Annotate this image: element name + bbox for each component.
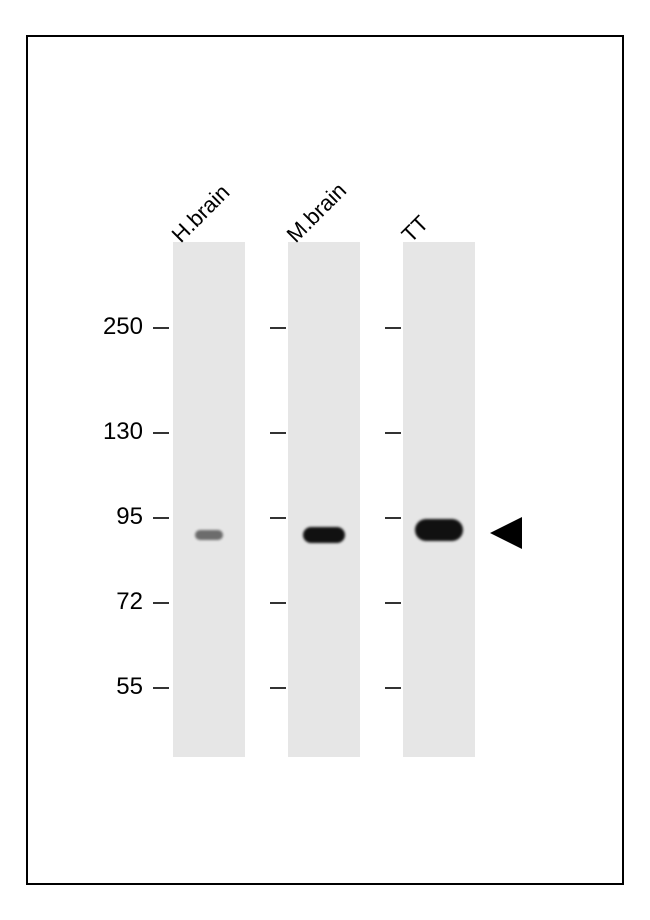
mw-label-130: 130 [88,418,143,446]
mw-tick [270,602,286,604]
blot-area [173,242,513,757]
mw-label-250: 250 [88,313,143,341]
mw-tick [270,327,286,329]
mw-tick [385,327,401,329]
lane-2 [403,242,475,757]
mw-tick [385,602,401,604]
mw-tick [270,432,286,434]
mw-label-95: 95 [88,503,143,531]
mw-tick [153,432,169,434]
lane-1 [288,242,360,757]
mw-label-55: 55 [88,673,143,701]
mw-tick [385,687,401,689]
figure-frame: H.brainM.brainTT250130957255 [26,35,624,885]
target-arrow-icon [488,515,524,556]
mw-tick [270,517,286,519]
band-lane0 [195,530,223,540]
mw-tick [153,687,169,689]
mw-tick [153,517,169,519]
mw-tick [153,602,169,604]
mw-label-72: 72 [88,588,143,616]
lane-0 [173,242,245,757]
band-lane2 [415,519,463,541]
mw-tick [385,432,401,434]
lane-label-1: M.brain [282,178,352,248]
mw-tick [385,517,401,519]
mw-tick [153,327,169,329]
lane-label-0: H.brain [167,179,236,248]
band-lane1 [303,527,345,543]
mw-tick [270,687,286,689]
